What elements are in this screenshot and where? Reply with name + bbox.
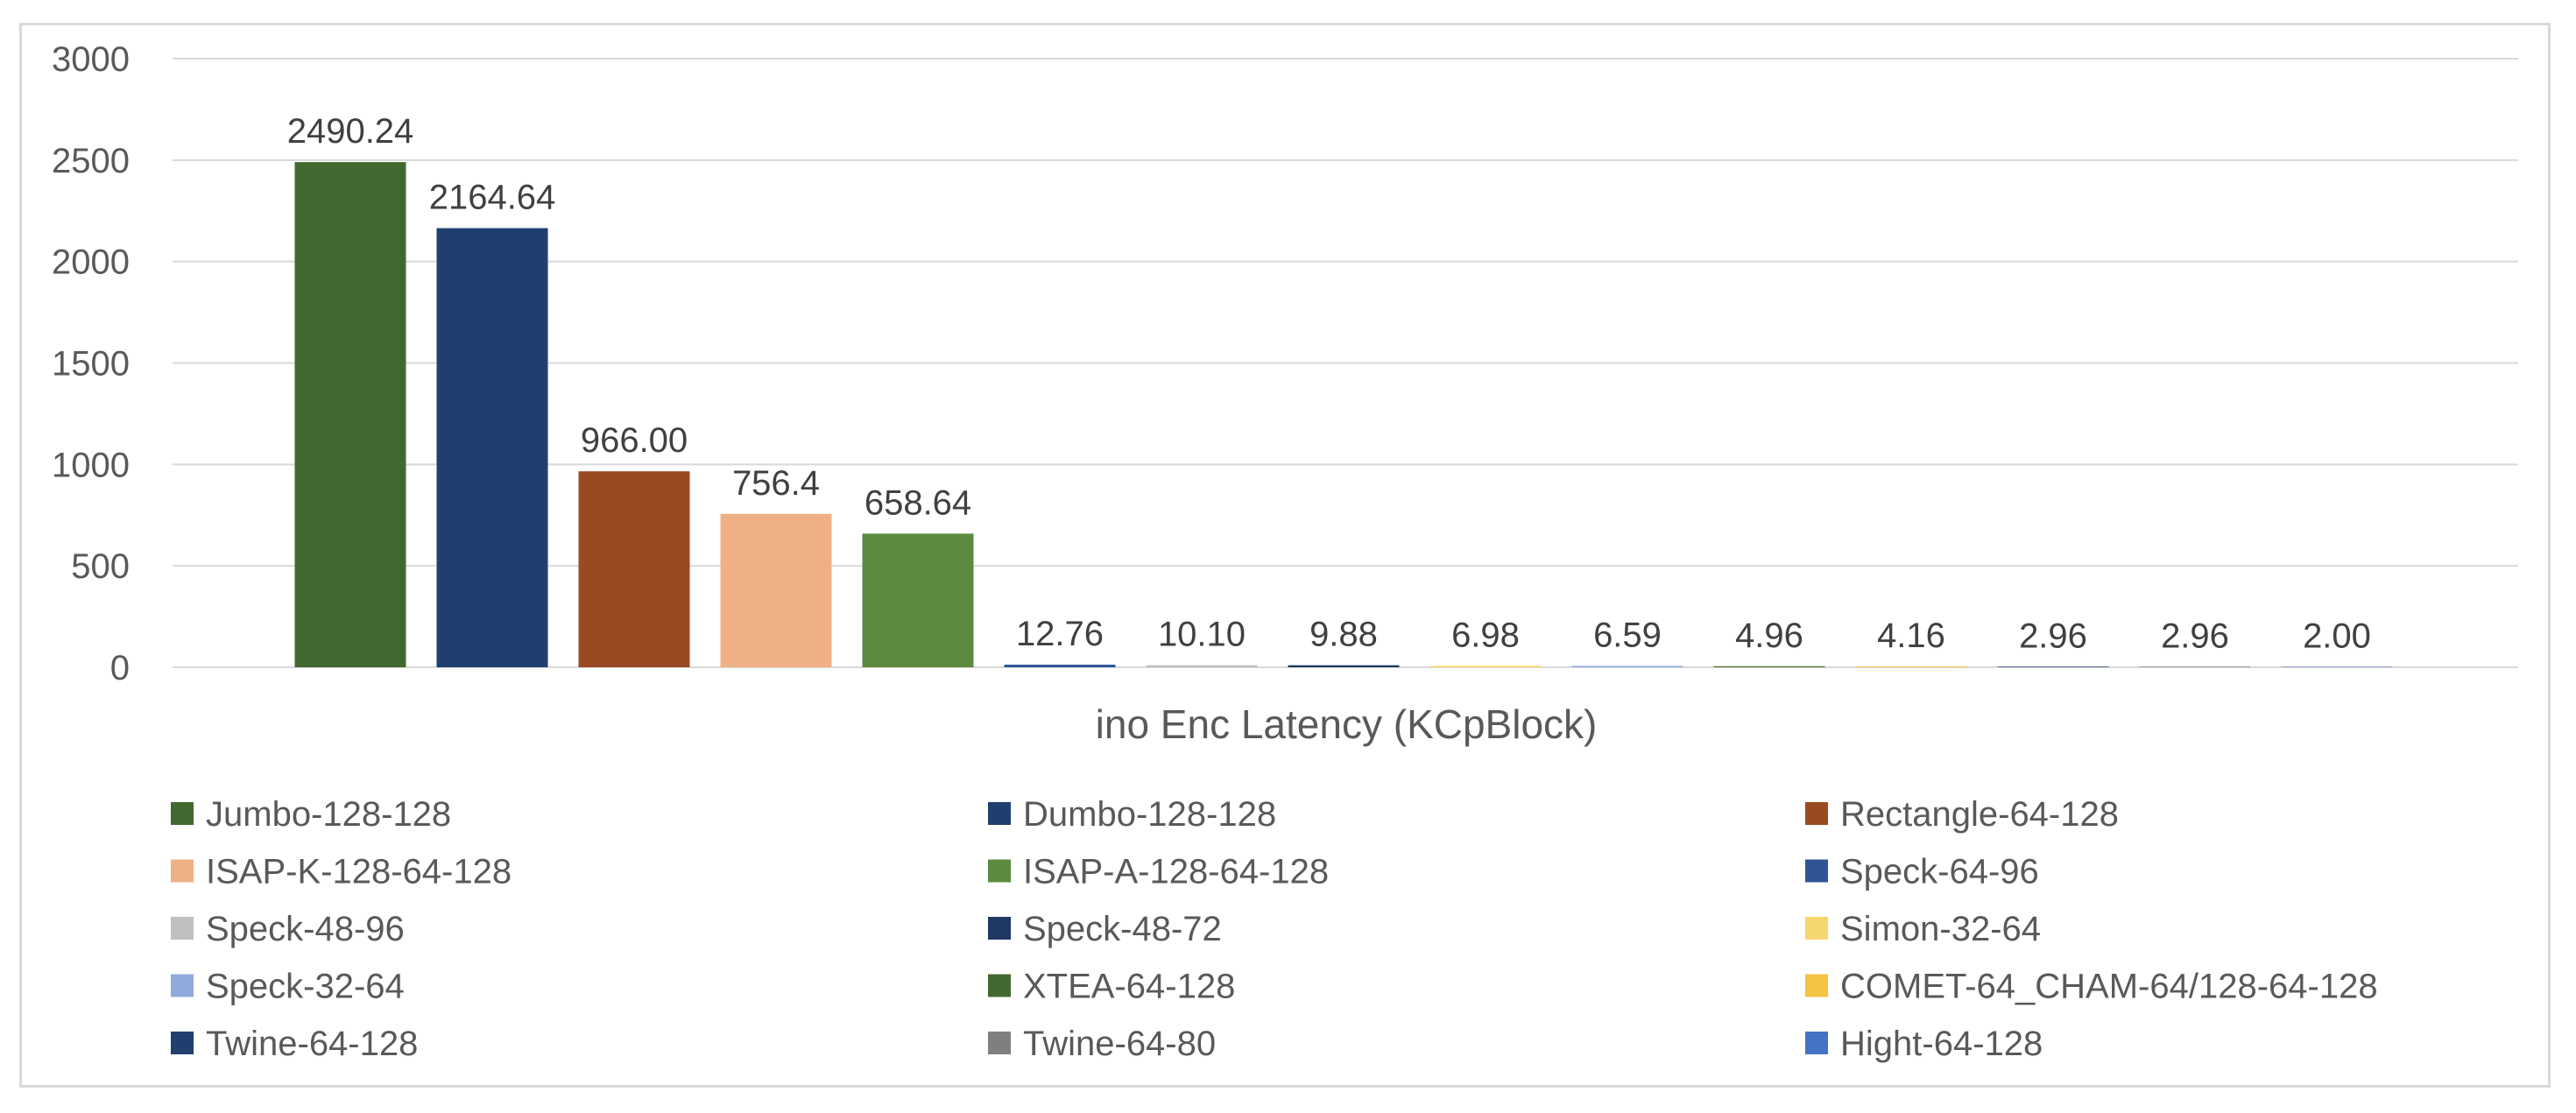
legend-swatch — [988, 917, 1011, 940]
legend-label: Speck-48-72 — [1023, 910, 1222, 948]
legend-item: Speck-64-96 — [1805, 853, 2039, 891]
legend-label: ISAP-K-128-64-128 — [206, 853, 512, 891]
legend-swatch — [1805, 1032, 1828, 1054]
data-label: 4.96 — [1735, 616, 1803, 655]
y-tick-label: 500 — [71, 547, 130, 586]
bar — [1004, 665, 1116, 667]
legend-item: Rectangle-64-128 — [1805, 795, 2119, 834]
legend-label: Dumbo-128-128 — [1023, 795, 1276, 834]
bar — [578, 471, 690, 667]
legend-swatch — [988, 859, 1011, 883]
legend-item: COMET-64_CHAM-64/128-64-128 — [1805, 968, 2378, 1006]
legend-item: ISAP-K-128-64-128 — [171, 853, 512, 891]
bar — [1855, 666, 1967, 667]
legend-label: Jumbo-128-128 — [206, 795, 451, 834]
y-tick-label: 3000 — [52, 40, 130, 79]
legend-item: XTEA-64-128 — [988, 968, 1235, 1006]
legend-item: Twine-64-80 — [988, 1025, 1216, 1063]
legend-item: Speck-48-72 — [988, 910, 1222, 948]
bar — [720, 513, 832, 667]
data-label: 756.4 — [732, 464, 820, 503]
legend-label: Speck-32-64 — [206, 968, 405, 1006]
legend-swatch — [1805, 859, 1828, 883]
legend-item: Speck-32-64 — [171, 968, 405, 1006]
bar — [1713, 666, 1825, 667]
data-label: 2.96 — [2161, 616, 2229, 655]
legend-swatch — [988, 1032, 1011, 1054]
data-label: 2.00 — [2303, 617, 2371, 656]
bar — [1146, 665, 1258, 667]
legend-item: ISAP-A-128-64-128 — [988, 853, 1329, 891]
data-label: 12.76 — [1016, 615, 1104, 653]
legend-item: Hight-64-128 — [1805, 1025, 2043, 1063]
legend-swatch — [1805, 802, 1828, 825]
bar — [1288, 665, 1400, 667]
bar — [1571, 666, 1683, 667]
legend-item: Dumbo-128-128 — [988, 795, 1276, 834]
legend-label: Speck-64-96 — [1840, 853, 2039, 891]
bars — [294, 162, 2393, 667]
bar — [1997, 666, 2109, 667]
legend-swatch — [171, 859, 194, 883]
legend-item: Simon-32-64 — [1805, 910, 2041, 948]
legend-label: COMET-64_CHAM-64/128-64-128 — [1840, 968, 2378, 1006]
legend-swatch — [171, 1032, 194, 1054]
y-tick-label: 2000 — [52, 243, 130, 282]
legend-label: XTEA-64-128 — [1023, 968, 1235, 1006]
legend-label: ISAP-A-128-64-128 — [1023, 853, 1329, 891]
legend-label: Rectangle-64-128 — [1840, 795, 2119, 834]
data-labels: 2490.24 2164.64 966.00 756.4 658.64 12.76 10.1… — [287, 112, 2371, 655]
bar — [436, 228, 548, 667]
data-label: 658.64 — [865, 483, 971, 522]
legend-item: Jumbo-128-128 — [171, 795, 451, 834]
legend-swatch — [1805, 974, 1828, 997]
y-tick-label: 0 — [110, 649, 130, 687]
legend-item: Speck-48-96 — [171, 910, 405, 948]
legend-label: Speck-48-96 — [206, 910, 405, 948]
bar — [1429, 666, 1542, 667]
bar — [2139, 666, 2251, 667]
data-label: 966.00 — [581, 421, 688, 460]
data-label: 6.98 — [1451, 616, 1520, 654]
y-axis-ticks: 0 500 1000 1500 2000 2500 3000 — [52, 40, 130, 687]
legend: Jumbo-128-128 Dumbo-128-128 Rectangle-64-1… — [171, 795, 2378, 1063]
legend-item: Twine-64-128 — [171, 1025, 418, 1063]
data-label: 2.96 — [2019, 616, 2087, 655]
y-tick-label: 1500 — [52, 345, 130, 384]
legend-swatch — [171, 974, 194, 997]
legend-label: Hight-64-128 — [1840, 1025, 2043, 1063]
legend-swatch — [988, 802, 1011, 825]
data-label: 4.16 — [1877, 616, 1945, 655]
legend-swatch — [171, 802, 194, 825]
legend-swatch — [1805, 917, 1828, 940]
data-label: 2490.24 — [287, 112, 414, 151]
data-label: 10.10 — [1158, 616, 1246, 654]
legend-label: Twine-64-80 — [1023, 1025, 1216, 1063]
legend-swatch — [988, 974, 1011, 997]
bar — [862, 533, 974, 667]
gridlines — [173, 58, 2518, 668]
data-label: 6.59 — [1593, 616, 1662, 654]
y-tick-label: 2500 — [52, 142, 130, 180]
y-tick-label: 1000 — [52, 446, 130, 484]
legend-swatch — [171, 917, 194, 940]
legend-label: Simon-32-64 — [1840, 910, 2041, 948]
x-axis-title: ino Enc Latency (KCpBlock) — [1096, 701, 1598, 747]
data-label: 2164.64 — [429, 179, 556, 217]
bar — [294, 162, 406, 667]
data-label: 9.88 — [1309, 616, 1378, 654]
legend-label: Twine-64-128 — [206, 1025, 418, 1063]
